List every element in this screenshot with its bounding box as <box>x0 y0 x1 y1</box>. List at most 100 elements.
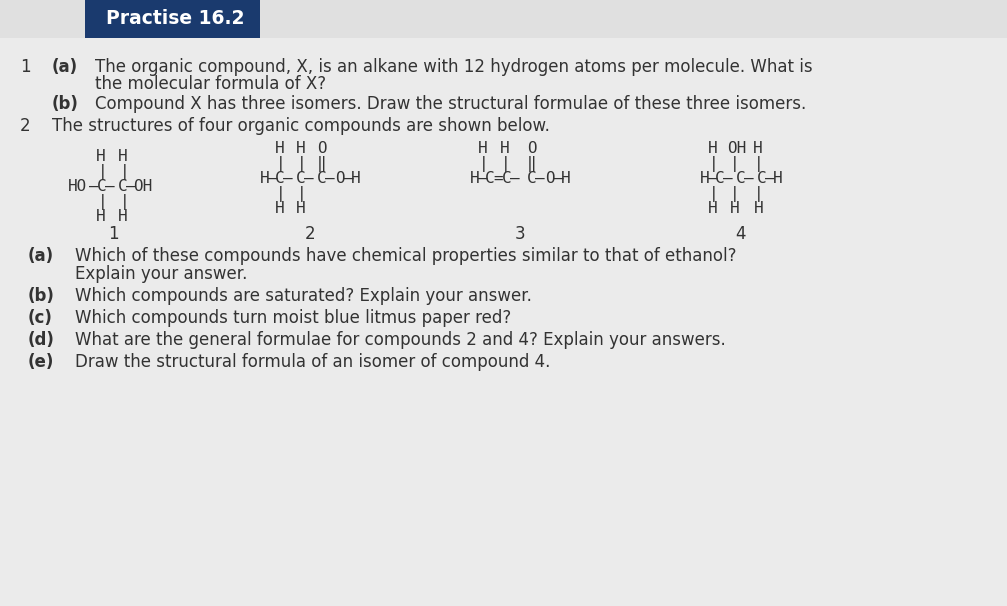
Text: H: H <box>96 149 106 164</box>
Text: H: H <box>260 171 270 186</box>
Text: |: | <box>120 164 130 180</box>
Text: Practise 16.2: Practise 16.2 <box>106 10 245 28</box>
Text: C: C <box>317 171 326 186</box>
Text: H: H <box>708 201 718 216</box>
Text: 4: 4 <box>735 225 745 243</box>
Text: H: H <box>470 171 479 186</box>
Text: C: C <box>736 171 745 186</box>
Text: C: C <box>527 171 537 186</box>
Text: Compound X has three isomers. Draw the structural formulae of these three isomer: Compound X has three isomers. Draw the s… <box>95 95 807 113</box>
Text: ‖: ‖ <box>527 156 537 172</box>
Text: –: – <box>554 171 564 186</box>
Text: Explain your answer.: Explain your answer. <box>75 265 248 283</box>
Text: –: – <box>510 171 520 186</box>
Text: H: H <box>754 201 763 216</box>
Text: 1: 1 <box>20 58 30 76</box>
FancyBboxPatch shape <box>85 0 260 38</box>
Text: H: H <box>478 141 487 156</box>
Text: What are the general formulae for compounds 2 and 4? Explain your answers.: What are the general formulae for compou… <box>75 331 726 349</box>
Text: –: – <box>478 171 487 186</box>
Text: O: O <box>335 171 344 186</box>
Text: H: H <box>296 201 306 216</box>
Text: C: C <box>275 171 285 186</box>
Text: –: – <box>105 179 115 194</box>
Text: C: C <box>485 171 494 186</box>
Text: |: | <box>730 156 739 172</box>
Text: |: | <box>297 186 306 202</box>
Text: H: H <box>118 149 128 164</box>
Text: |: | <box>276 156 286 172</box>
Text: 3: 3 <box>515 225 526 243</box>
Text: Draw the structural formula of an isomer of compound 4.: Draw the structural formula of an isomer… <box>75 353 551 371</box>
Text: C: C <box>757 171 766 186</box>
Text: C: C <box>97 179 107 194</box>
Text: The structures of four organic compounds are shown below.: The structures of four organic compounds… <box>52 117 550 135</box>
Text: Which of these compounds have chemical properties similar to that of ethanol?: Which of these compounds have chemical p… <box>75 247 736 265</box>
Text: (c): (c) <box>28 309 53 327</box>
Text: –: – <box>708 171 718 186</box>
Text: O: O <box>545 171 555 186</box>
Text: |: | <box>479 156 488 172</box>
Text: –: – <box>744 171 753 186</box>
Text: C: C <box>715 171 725 186</box>
Text: C: C <box>502 171 512 186</box>
Text: |: | <box>709 156 719 172</box>
Text: Which compounds turn moist blue litmus paper red?: Which compounds turn moist blue litmus p… <box>75 309 512 327</box>
Text: Which compounds are saturated? Explain your answer.: Which compounds are saturated? Explain y… <box>75 287 532 305</box>
Text: H: H <box>561 171 571 186</box>
Text: H: H <box>753 141 762 156</box>
Text: (b): (b) <box>28 287 54 305</box>
Text: –: – <box>325 171 334 186</box>
Text: –: – <box>723 171 733 186</box>
Text: C: C <box>296 171 306 186</box>
Text: H: H <box>96 209 106 224</box>
Text: =: = <box>493 171 502 186</box>
Text: –: – <box>126 179 136 194</box>
Text: OH: OH <box>133 179 152 194</box>
Text: (b): (b) <box>52 95 79 113</box>
Text: The organic compound, X, is an alkane with 12 hydrogen atoms per molecule. What : The organic compound, X, is an alkane wi… <box>95 58 813 76</box>
Text: OH: OH <box>727 141 746 156</box>
Text: the molecular formula of X?: the molecular formula of X? <box>95 75 326 93</box>
Text: –: – <box>535 171 545 186</box>
Text: H: H <box>275 141 285 156</box>
Text: H: H <box>700 171 710 186</box>
Text: –: – <box>268 171 278 186</box>
Text: |: | <box>98 164 108 180</box>
Text: H: H <box>296 141 306 156</box>
Text: H: H <box>118 209 128 224</box>
Text: O: O <box>527 141 537 156</box>
Text: |: | <box>709 186 719 202</box>
Text: 1: 1 <box>108 225 119 243</box>
FancyBboxPatch shape <box>0 38 1007 606</box>
Text: –: – <box>283 171 293 186</box>
Text: H: H <box>708 141 718 156</box>
Text: H: H <box>773 171 782 186</box>
Text: –: – <box>89 179 99 194</box>
Text: C: C <box>118 179 128 194</box>
Text: H: H <box>275 201 285 216</box>
Text: –: – <box>344 171 353 186</box>
Text: |: | <box>730 186 739 202</box>
Text: 2: 2 <box>305 225 315 243</box>
Text: H: H <box>500 141 510 156</box>
Text: |: | <box>297 156 306 172</box>
Text: |: | <box>276 186 286 202</box>
Text: |: | <box>754 186 763 202</box>
Text: H: H <box>351 171 361 186</box>
Text: ‖: ‖ <box>317 156 326 172</box>
Text: (a): (a) <box>52 58 79 76</box>
Text: (e): (e) <box>28 353 54 371</box>
Text: |: | <box>98 194 108 210</box>
Text: |: | <box>501 156 511 172</box>
Text: |: | <box>754 156 763 172</box>
Text: –: – <box>765 171 774 186</box>
Text: |: | <box>120 194 130 210</box>
Text: 2: 2 <box>20 117 30 135</box>
Text: H: H <box>730 201 739 216</box>
Text: (a): (a) <box>28 247 54 265</box>
Text: HO: HO <box>68 179 88 194</box>
Text: –: – <box>304 171 313 186</box>
Text: (d): (d) <box>28 331 54 349</box>
Text: O: O <box>317 141 326 156</box>
